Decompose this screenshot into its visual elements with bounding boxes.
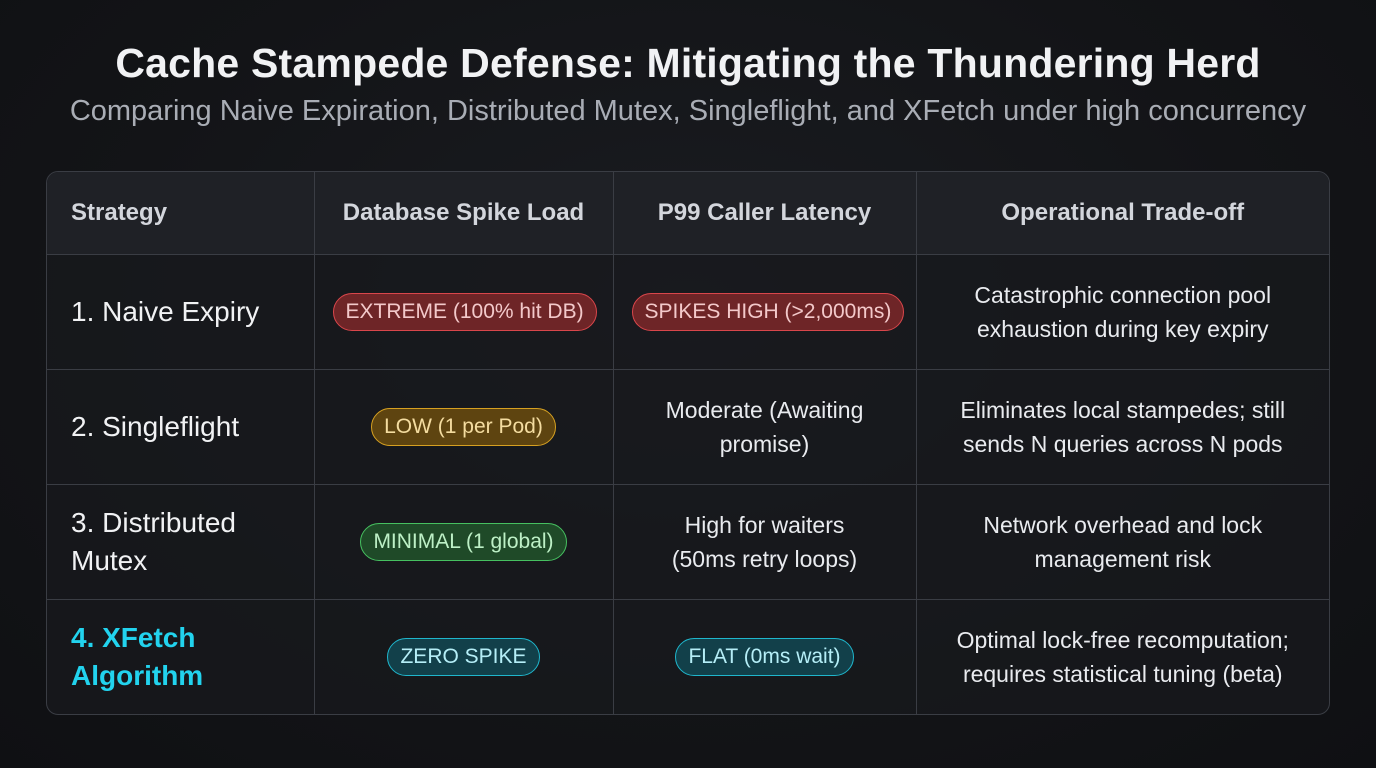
db-load-badge: ZERO SPIKE bbox=[387, 637, 540, 676]
db-load-badge: LOW (1 per Pod) bbox=[371, 407, 556, 446]
db-load-cell: MINIMAL (1 global) bbox=[314, 484, 614, 600]
page-title: Cache Stampede Defense: Mitigating the T… bbox=[115, 40, 1261, 86]
tradeoff-cell: Catastrophic connection pool exhaustion … bbox=[916, 254, 1329, 370]
db-load-badge: MINIMAL (1 global) bbox=[360, 522, 567, 561]
table-row: 4. XFetch Algorithm ZERO SPIKE FLAT (0ms… bbox=[47, 599, 1329, 714]
latency-badge: FLAT (0ms wait) bbox=[675, 637, 854, 676]
db-load-cell: EXTREME (100% hit DB) bbox=[314, 254, 614, 370]
db-load-cell: ZERO SPIKE bbox=[314, 599, 614, 714]
latency-badge: SPIKES HIGH (>2,000ms) bbox=[631, 292, 905, 331]
comparison-table: Strategy Database Spike Load P99 Caller … bbox=[46, 171, 1330, 715]
latency-cell: Moderate (Awaiting promise) bbox=[613, 369, 917, 485]
page-subtitle: Comparing Naive Expiration, Distributed … bbox=[69, 95, 1307, 127]
strategy-cell-highlighted: 4. XFetch Algorithm bbox=[47, 599, 315, 714]
db-load-badge: EXTREME (100% hit DB) bbox=[332, 292, 597, 331]
header-p99-latency: P99 Caller Latency bbox=[613, 172, 917, 255]
header-strategy: Strategy bbox=[47, 172, 315, 255]
tradeoff-cell: Network overhead and lock management ris… bbox=[916, 484, 1329, 600]
table-row: 2. Singleflight LOW (1 per Pod) Moderate… bbox=[47, 369, 1329, 485]
latency-cell: High for waiters (50ms retry loops) bbox=[613, 484, 917, 600]
table-row: 3. Distributed Mutex MINIMAL (1 global) … bbox=[47, 484, 1329, 600]
header-tradeoff: Operational Trade-off bbox=[916, 172, 1329, 255]
table-header-row: Strategy Database Spike Load P99 Caller … bbox=[47, 172, 1329, 255]
latency-cell: SPIKES HIGH (>2,000ms) bbox=[613, 254, 917, 370]
table-row: 1. Naive Expiry EXTREME (100% hit DB) SP… bbox=[47, 254, 1329, 370]
header-db-spike-load: Database Spike Load bbox=[314, 172, 614, 255]
latency-cell: FLAT (0ms wait) bbox=[613, 599, 917, 714]
db-load-cell: LOW (1 per Pod) bbox=[314, 369, 614, 485]
strategy-cell: 1. Naive Expiry bbox=[47, 254, 315, 370]
strategy-cell: 2. Singleflight bbox=[47, 369, 315, 485]
tradeoff-cell: Optimal lock-free recomputation; require… bbox=[956, 626, 1289, 687]
tradeoff-cell: Eliminates local stampedes; still sends … bbox=[916, 369, 1329, 485]
strategy-cell: 3. Distributed Mutex bbox=[47, 484, 315, 600]
